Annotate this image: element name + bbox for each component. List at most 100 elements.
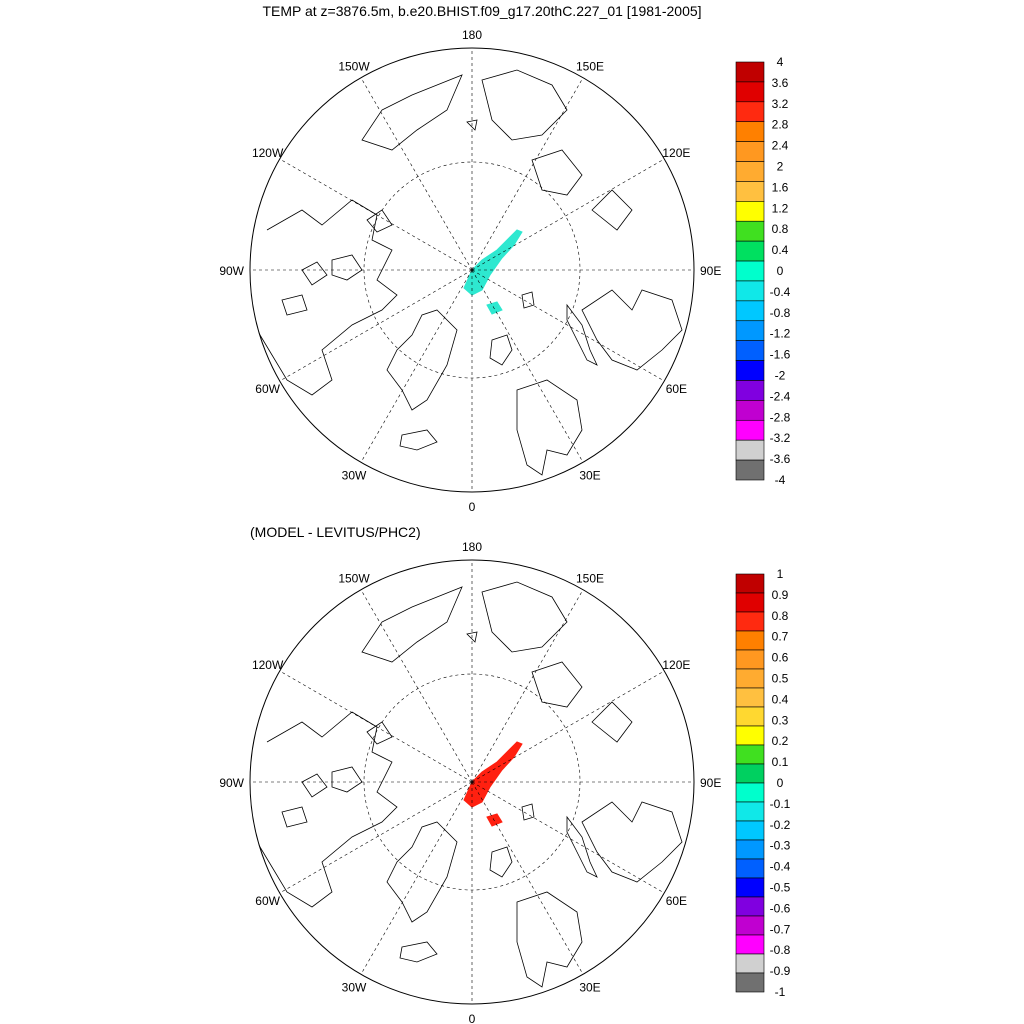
colorbar-swatch <box>735 630 765 651</box>
top-polar-map-panel: 180 150E 120E 90E 60E 30E 0 30W 60W 90W 120W 150W 4 3… <box>219 28 790 514</box>
lon-label: 150W <box>338 572 370 586</box>
coastline <box>531 149 583 196</box>
colorbar-label: 0.4 <box>772 243 789 257</box>
coastline <box>386 309 458 411</box>
colorbar-label: -1.6 <box>770 348 791 362</box>
colorbar-swatch <box>735 649 765 670</box>
colorbar-swatch <box>735 439 765 461</box>
meridian-line <box>360 589 473 783</box>
coastline <box>399 941 438 963</box>
colorbar-swatch <box>735 972 765 993</box>
lon-label: 30W <box>342 468 367 482</box>
colorbar-swatch <box>735 858 765 879</box>
lon-label: 150E <box>576 572 604 586</box>
colorbar-label: 0.8 <box>772 609 789 623</box>
colorbar: 4 3.6 3.2 2.8 2.4 2 1.6 1.2 0.8 0.4 0 -0.4 -0.8 -1.2 -… <box>735 55 791 487</box>
lon-label: 120E <box>662 146 690 160</box>
colorbar-label: 0.9 <box>772 588 789 602</box>
coastline <box>531 661 583 708</box>
meridian-line <box>279 158 473 271</box>
colorbar-label: 0.8 <box>772 222 789 236</box>
colorbar-swatch <box>735 763 765 784</box>
colorbar-label: 0 <box>777 264 784 278</box>
colorbar-swatch <box>735 101 765 123</box>
colorbar-label: 2.8 <box>772 118 789 132</box>
colorbar-label: -3.2 <box>770 431 791 445</box>
bottom-polar-map-panel: (MODEL - LEVITUS/PHC2) 180 150E 120E 90E 60E 3… <box>219 524 790 1024</box>
anomaly-patch <box>486 301 503 315</box>
coastline <box>399 429 438 451</box>
colorbar-label: -0.6 <box>770 901 791 915</box>
coastline <box>516 891 583 988</box>
lon-label: 60E <box>666 382 687 396</box>
coastline <box>281 294 308 316</box>
colorbar-swatch <box>735 820 765 841</box>
coastline <box>366 721 393 745</box>
colorbar-swatch <box>735 61 765 83</box>
colorbar-swatch <box>735 611 765 632</box>
lon-label: 30W <box>342 980 367 994</box>
colorbar-swatch <box>735 419 765 441</box>
colorbar-swatch <box>735 161 765 182</box>
colorbar-swatch <box>735 260 765 282</box>
colorbar-label: 2.4 <box>772 139 789 153</box>
lon-label: 180 <box>462 28 482 42</box>
anomaly-patch <box>486 813 503 827</box>
colorbar-label: 1 <box>777 567 784 581</box>
colorbar-label: 2 <box>777 160 784 174</box>
coastline <box>591 701 633 743</box>
colorbar-swatch <box>735 280 765 302</box>
lon-label: 60E <box>666 894 687 908</box>
meridian-line <box>471 269 584 463</box>
coastline <box>256 711 398 908</box>
coastline <box>466 631 478 643</box>
coastline <box>481 581 568 653</box>
colorbar-swatch <box>735 744 765 765</box>
colorbar-label: -0.4 <box>770 285 791 299</box>
coastline <box>361 74 463 151</box>
colorbar-label: -2.8 <box>770 410 791 424</box>
colorbar-label: -0.5 <box>770 881 791 895</box>
colorbar-swatch <box>735 121 765 142</box>
coastline <box>361 586 463 663</box>
colorbar-swatch <box>735 573 765 594</box>
lon-label: 150E <box>576 60 604 74</box>
colorbar-swatch <box>735 934 765 955</box>
colorbar-swatch <box>735 240 765 262</box>
colorbar-label: -0.9 <box>770 964 791 978</box>
lon-label: 90W <box>219 264 244 278</box>
colorbar-label: 3.2 <box>772 97 789 111</box>
lon-label: 90W <box>219 776 244 790</box>
colorbar-label: -0.2 <box>770 818 791 832</box>
map-boundary <box>249 47 695 493</box>
colorbar-swatch <box>735 896 765 917</box>
colorbar-label: -3.6 <box>770 452 791 466</box>
colorbar-label: 0.3 <box>772 713 789 727</box>
colorbar-swatch <box>735 380 765 401</box>
lon-label: 90E <box>700 776 721 790</box>
colorbar-label: -1.2 <box>770 327 791 341</box>
coastline <box>566 815 598 878</box>
meridian-line <box>279 269 473 382</box>
coastline <box>566 303 598 366</box>
colorbar-swatch <box>735 459 765 481</box>
meridian-line <box>279 781 473 894</box>
colorbar-swatch <box>735 320 765 341</box>
colorbar-label: -1 <box>775 985 786 999</box>
colorbar-swatch <box>735 687 765 708</box>
meridian-line <box>360 269 473 463</box>
lon-label: 30E <box>579 980 600 994</box>
meridian-line <box>471 781 584 975</box>
map-interior <box>256 581 683 988</box>
colorbar-swatch <box>735 877 765 898</box>
map-boundary <box>249 559 695 1005</box>
colorbar-swatch <box>735 915 765 936</box>
colorbar-swatch <box>735 668 765 689</box>
colorbar-label: -4 <box>775 473 786 487</box>
meridian-line <box>360 781 473 975</box>
main-title: TEMP at z=3876.5m, b.e20.BHIST.f09_g17.2… <box>262 3 701 19</box>
meridian-line <box>471 77 584 271</box>
colorbar-swatch <box>735 706 765 727</box>
colorbar-label: -0.7 <box>770 922 791 936</box>
